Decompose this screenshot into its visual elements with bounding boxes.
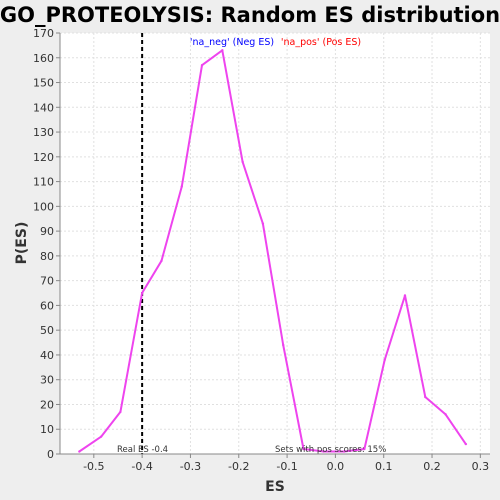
x-tick-label-4: -0.1 [276,460,297,473]
y-tick-label-12: 120 [33,151,54,164]
data-point [342,450,346,453]
y-tick-label-8: 80 [40,250,54,263]
y-tick-label-3: 30 [40,374,54,387]
annotations: Real ES -0.4 Sets with pos scores: 15% [117,445,386,455]
y-tick-label-7: 70 [40,275,54,288]
y-tick-label-16: 160 [33,52,54,65]
y-tick-label-1: 10 [40,423,54,436]
data-point [403,294,407,297]
y-tick-label-10: 100 [33,200,54,213]
data-point [424,395,427,399]
x-tick-label-6: 0.1 [375,460,393,473]
axes: 0 10 20 30 40 50 60 70 80 90 100 110 120 130 140 150 160… [33,27,490,473]
legend-entry-neg: 'na_neg' (Neg ES) [190,37,274,48]
data-point [119,410,122,414]
y-tick-label-11: 110 [33,176,54,189]
x-axis-title: ES [265,479,285,495]
data-point [282,343,285,347]
legend: 'na_neg' (Neg ES) 'na_pos' (Pos ES) [190,37,361,48]
data-point [241,160,244,163]
y-tick-label-5: 50 [40,324,54,337]
x-tick-label-2: -0.3 [180,460,201,473]
y-tick-label-6: 60 [40,299,54,312]
y-tick-label-13: 130 [33,126,54,139]
y-tick-label-17: 170 [33,27,54,40]
legend-entry-pos: 'na_pos' (Pos ES) [281,37,361,48]
data-point [302,447,305,451]
y-tick-label-15: 150 [33,77,54,90]
series-line-0 [78,49,467,453]
y-tick-label-0: 0 [47,448,54,461]
y-tick-label-2: 20 [40,398,54,411]
data-point [99,435,103,438]
data-point [221,49,224,52]
series-group [78,49,468,453]
y-tick-label-14: 140 [33,101,54,114]
y-tick-label-9: 90 [40,225,54,238]
x-tick-label-8: 0.3 [472,460,490,473]
y-axis-title: P(ES) [14,222,30,265]
data-point [444,413,447,416]
x-tick-label-7: 0.2 [423,460,441,473]
pos-scores-annotation: Sets with pos scores: 15% [275,445,386,455]
plot-area [60,33,490,454]
data-point [78,450,81,453]
x-tick-label-3: -0.2 [228,460,249,473]
data-point [140,291,144,295]
y-tick-label-4: 40 [40,349,54,362]
data-point [363,447,366,451]
x-tick-label-1: -0.4 [131,460,152,473]
real-es-annotation: Real ES -0.4 [117,445,168,455]
chart-title: GO_PROTEOLYSIS: Random ES distribution [0,3,500,27]
x-tick-label-5: 0.0 [327,460,345,473]
data-point [383,358,386,362]
x-tick-label-0: -0.5 [83,460,104,473]
data-point [160,259,163,263]
data-point [261,222,265,225]
data-point [322,450,325,453]
data-point [180,185,183,188]
data-point [464,442,468,446]
data-point [200,63,204,67]
